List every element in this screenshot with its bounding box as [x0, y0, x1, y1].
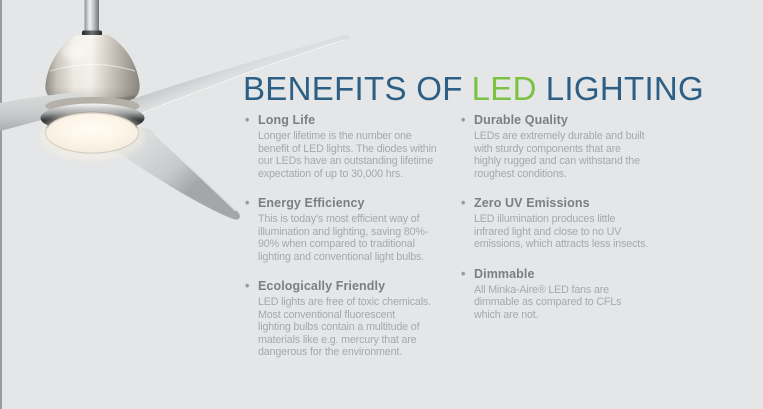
benefits-column-right: • Durable Quality LEDs are extremely dur… — [461, 113, 703, 337]
bullet-icon: • — [461, 266, 466, 281]
benefit-body: LED lights are free of toxic chemicals. … — [258, 296, 431, 358]
benefit-item-energy-efficiency: • Energy Efficiency This is today's most… — [245, 196, 473, 263]
benefit-heading: Dimmable — [474, 266, 535, 281]
title-text-led: LED — [471, 70, 537, 107]
benefit-body: All Minka-Aire® LED fans are dimmable as… — [474, 283, 622, 321]
bullet-icon: • — [245, 279, 250, 293]
benefit-item-durable-quality: • Durable Quality LEDs are extremely dur… — [461, 113, 703, 180]
benefit-heading: Zero UV Emissions — [474, 196, 590, 210]
fan-downrod — [84, 0, 99, 35]
bullet-icon: • — [461, 196, 466, 210]
bullet-icon: • — [245, 113, 250, 127]
page-title: BENEFITS OF LED LIGHTING — [243, 71, 704, 107]
title-text-secondary: LIGHTING — [545, 70, 705, 107]
benefit-item-dimmable: • Dimmable All Minka-Aire® LED fans are … — [461, 267, 703, 322]
benefit-heading: Ecologically Friendly — [258, 279, 386, 293]
fan-motor-housing — [45, 35, 140, 104]
benefit-body: LED illumination produces little infrare… — [474, 213, 649, 250]
title-text-primary: BENEFITS OF — [243, 70, 463, 107]
benefit-heading: Durable Quality — [474, 113, 568, 127]
benefit-body: Longer lifetime is the number one benefi… — [258, 130, 437, 180]
benefit-item-long-life: • Long Life Longer lifetime is the numbe… — [245, 113, 473, 180]
fan-chrome-ring — [40, 103, 145, 133]
benefit-heading: Energy Efficiency — [258, 196, 365, 210]
bullet-icon: • — [461, 113, 466, 127]
fan-blade-lower-right — [110, 127, 240, 220]
fan-collar — [82, 30, 102, 37]
benefits-column-left: • Long Life Longer lifetime is the numbe… — [245, 113, 473, 375]
bullet-icon: • — [245, 196, 250, 210]
benefit-heading: Long Life — [258, 113, 316, 127]
fan-led-lens — [45, 111, 139, 154]
fan-blade-left — [0, 92, 89, 131]
benefit-body: This is today's most efficient way of il… — [258, 213, 429, 263]
benefit-item-zero-uv-emissions: • Zero UV Emissions LED illumination pro… — [461, 196, 703, 251]
benefit-body: LEDs are extremely durable and built wit… — [474, 130, 645, 180]
benefit-item-ecologically-friendly: • Ecologically Friendly LED lights are f… — [245, 279, 473, 359]
